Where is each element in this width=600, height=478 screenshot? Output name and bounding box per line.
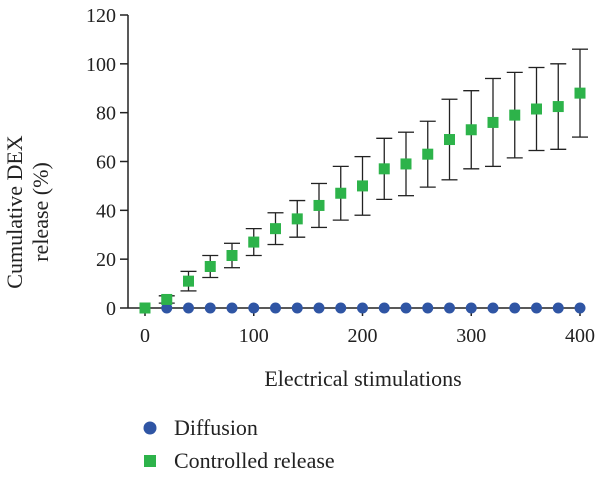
x-tick-label: 400: [565, 325, 595, 347]
diffusion-point: [248, 302, 260, 314]
diffusion-point: [487, 302, 499, 314]
y-tick-label: 100: [86, 54, 116, 76]
legend-item-diffusion: Diffusion: [143, 415, 258, 440]
controlled-release-point: [574, 87, 586, 99]
legend-marker-controlled-release: [144, 455, 156, 467]
diffusion-point: [313, 302, 325, 314]
diffusion-point: [270, 302, 281, 314]
legend-label-controlled-release: Controlled release: [174, 448, 335, 473]
diffusion-point: [204, 302, 216, 314]
diffusion-point: [531, 302, 542, 314]
controlled-release-point: [400, 158, 412, 170]
y-axis-title-line-2: release (%): [28, 162, 53, 262]
diffusion-point: [161, 302, 173, 314]
error-bars: [158, 48, 588, 304]
controlled-release-point: [444, 134, 455, 146]
legend-item-controlled-release: Controlled release: [144, 448, 335, 473]
y-tick-label: 80: [96, 103, 116, 125]
axes: 0 20 40 60 80 100 120 0 100 200 300 400: [86, 5, 595, 347]
controlled-release-point: [422, 148, 434, 160]
diffusion-point: [400, 302, 412, 314]
diffusion-point: [183, 302, 194, 314]
diffusion-point: [357, 302, 368, 314]
x-tick-label: 200: [348, 325, 378, 347]
controlled-release-point: [226, 250, 238, 262]
diffusion-point: [444, 302, 455, 314]
data-points: [139, 87, 586, 314]
diffusion-point: [226, 302, 238, 314]
diffusion-point: [335, 302, 347, 314]
controlled-release-point: [183, 275, 194, 287]
y-axis-title: Cumulative DEX release (%): [2, 135, 53, 288]
controlled-release-point: [509, 109, 521, 121]
y-tick-label: 120: [86, 5, 116, 27]
x-tick-label: 300: [456, 325, 486, 347]
controlled-release-point: [487, 116, 499, 128]
legend-marker-diffusion: [143, 421, 157, 435]
controlled-release-point: [357, 180, 368, 192]
x-axis-title: Electrical stimulations: [264, 366, 461, 391]
y-tick-label: 40: [96, 200, 116, 222]
controlled-release-point: [270, 223, 281, 235]
y-axis-title-line-1: Cumulative DEX: [2, 135, 27, 288]
diffusion-point: [552, 302, 564, 314]
controlled-release-point: [291, 213, 303, 225]
controlled-release-point: [378, 163, 390, 175]
controlled-release-point: [552, 101, 564, 113]
controlled-release-point: [335, 187, 347, 199]
legend: Diffusion Controlled release: [143, 415, 335, 473]
y-tick-label: 0: [106, 298, 116, 320]
diffusion-point: [378, 302, 390, 314]
diffusion-point: [291, 302, 303, 314]
x-tick-label: 100: [239, 325, 269, 347]
controlled-release-point: [204, 260, 216, 272]
y-tick-label: 60: [96, 152, 116, 174]
controlled-release-point: [161, 293, 173, 305]
diffusion-point: [465, 302, 477, 314]
legend-label-diffusion: Diffusion: [174, 415, 258, 440]
controlled-release-point: [313, 199, 325, 211]
diffusion-point: [422, 302, 434, 314]
diffusion-point: [574, 302, 586, 314]
x-tick-label: 0: [140, 325, 150, 347]
y-tick-label: 20: [96, 249, 116, 271]
controlled-release-point: [465, 124, 477, 136]
controlled-release-point: [139, 302, 151, 314]
controlled-release-point: [248, 236, 260, 248]
diffusion-point: [509, 302, 521, 314]
controlled-release-point: [531, 103, 542, 115]
